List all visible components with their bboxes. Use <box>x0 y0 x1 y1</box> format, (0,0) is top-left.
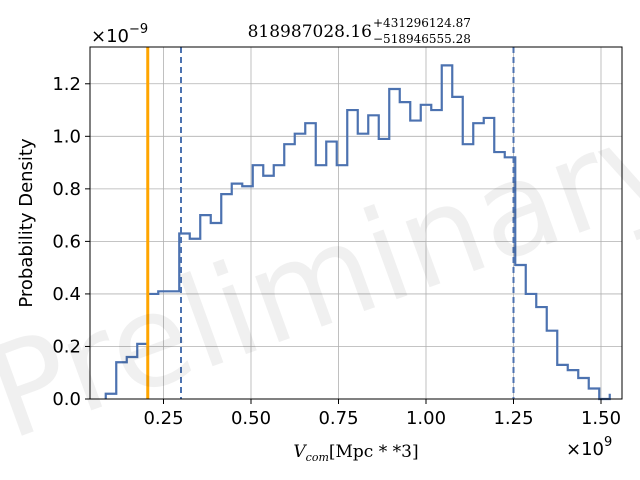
y-tick-label-4: 0.8 <box>52 179 81 200</box>
y-tick-label-5: 1.0 <box>52 126 81 147</box>
x-tick-label-2: 0.75 <box>318 408 358 429</box>
histogram-bin-41 <box>536 307 547 399</box>
x-tick-label-5: 1.50 <box>581 408 621 429</box>
x-tick-label-4: 1.25 <box>493 408 533 429</box>
plot-frame <box>89 46 623 400</box>
x-axis-label: Vcom[Mpc * *3] <box>293 442 418 464</box>
x-axis-ticks: 0.25 0.50 0.75 1.00 1.25 1.50 <box>143 399 621 429</box>
histogram-bin-43 <box>557 365 568 399</box>
x-tick-label-0: 0.25 <box>143 408 183 429</box>
y-tick-label-3: 0.6 <box>52 231 81 252</box>
histogram-bin-40 <box>526 294 537 399</box>
y-axis-ticks: 0.0 0.2 0.4 0.6 0.8 1.0 1.2 <box>52 74 90 410</box>
chart-title: 818987028.16 +431296124.87 −518946555.28 <box>248 16 471 46</box>
y-axis-label: Probability Density <box>16 138 37 308</box>
title-value: 818987028.16 <box>248 22 372 42</box>
histogram-bin-42 <box>547 331 558 399</box>
title-upper-error: +431296124.87 <box>373 16 471 30</box>
histogram-bin-45 <box>578 378 589 399</box>
y-tick-label-6: 1.2 <box>52 74 81 95</box>
y-tick-label-0: 0.0 <box>52 389 81 410</box>
histogram-step-line <box>104 64 611 401</box>
plot-area <box>90 47 622 399</box>
histogram-series <box>104 64 611 401</box>
x-tick-label-1: 0.50 <box>231 408 271 429</box>
histogram-bin-46 <box>589 388 600 399</box>
reference-lines <box>146 47 515 399</box>
y-axis-offset: ×10−9 <box>91 22 148 47</box>
grid <box>90 47 622 400</box>
y-tick-label-2: 0.4 <box>52 284 81 305</box>
histogram-bin-44 <box>568 370 579 399</box>
title-lower-error: −518946555.28 <box>373 32 471 46</box>
x-axis-offset: ×109 <box>566 435 612 460</box>
x-tick-label-3: 1.00 <box>406 408 446 429</box>
y-tick-label-1: 0.2 <box>52 336 81 357</box>
